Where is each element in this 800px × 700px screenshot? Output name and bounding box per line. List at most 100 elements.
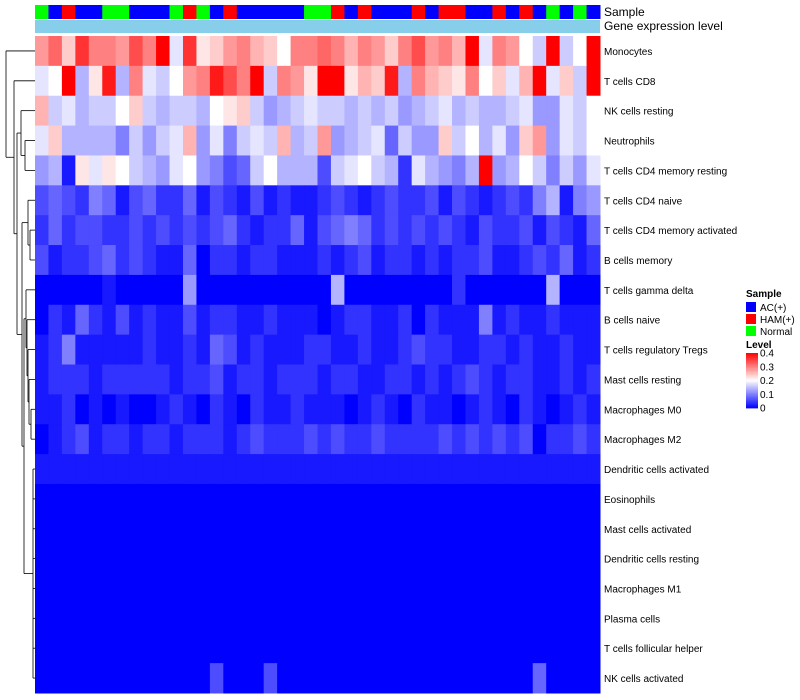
heatmap-cell <box>75 394 90 425</box>
heatmap-cell <box>196 543 211 575</box>
heatmap-cell <box>317 663 332 694</box>
heatmap-cell <box>478 424 493 455</box>
heatmap-cell <box>344 65 359 97</box>
sample-cell <box>384 5 399 19</box>
heatmap-cell <box>546 334 561 365</box>
heatmap-cell <box>75 663 90 694</box>
heatmap-cell <box>330 245 345 276</box>
heatmap-cell <box>75 543 90 575</box>
heatmap-cell <box>304 454 318 485</box>
heatmap-cell <box>573 663 588 694</box>
heatmap-cell <box>411 36 426 67</box>
heatmap-cell <box>169 245 184 276</box>
heatmap-cell <box>75 633 90 664</box>
heatmap-cell <box>196 304 211 336</box>
heatmap-cell <box>505 483 520 515</box>
heatmap-cell <box>263 454 278 485</box>
sample-cell <box>546 5 561 19</box>
heatmap-cell <box>519 65 534 97</box>
heatmap-cell <box>371 304 386 336</box>
heatmap-cell <box>35 663 49 694</box>
heatmap-cell <box>223 304 238 336</box>
heatmap-cell <box>344 95 359 127</box>
heatmap-cell <box>532 304 547 336</box>
heatmap-cell <box>532 95 547 127</box>
heatmap-cell <box>546 215 561 246</box>
heatmap-cell <box>75 603 90 634</box>
row-label: T cells CD4 naive <box>604 196 683 207</box>
legend-gradient-step <box>746 398 758 401</box>
heatmap-cell <box>465 573 480 604</box>
heatmap-cell <box>505 304 520 336</box>
heatmap-cell <box>384 274 399 306</box>
heatmap-cell <box>357 543 372 575</box>
heatmap-cell <box>236 483 251 515</box>
heatmap-cell <box>182 155 197 186</box>
heatmap-cell <box>156 573 171 604</box>
heatmap-cell <box>250 65 265 97</box>
heatmap-cell <box>532 633 547 664</box>
heatmap-cell <box>330 185 345 216</box>
heatmap-cell <box>492 334 507 365</box>
heatmap-cell <box>142 125 157 156</box>
heatmap-cell <box>492 304 507 336</box>
heatmap-cell <box>236 185 251 216</box>
sample-cell <box>304 5 318 19</box>
heatmap-cell <box>438 364 453 395</box>
heatmap-cell <box>519 364 534 395</box>
heatmap-cell <box>573 603 588 634</box>
heatmap-cell <box>75 95 90 127</box>
heatmap-cell <box>478 633 493 664</box>
sample-cell <box>425 5 440 19</box>
sample-track-label: Sample <box>604 5 645 19</box>
heatmap-cell <box>182 36 197 67</box>
heatmap-cell <box>88 424 103 455</box>
heatmap-cell <box>304 543 318 575</box>
heatmap-cell <box>61 543 76 575</box>
heatmap-cell <box>371 36 386 67</box>
legend-entry-label: HAM(+) <box>760 315 795 326</box>
heatmap-cell <box>505 364 520 395</box>
row-label: T cells gamma delta <box>604 286 694 297</box>
legend-sample-title: Sample <box>746 289 782 300</box>
heatmap-cell <box>263 543 278 575</box>
heatmap-cell <box>102 185 117 216</box>
heatmap-cell <box>129 483 144 515</box>
heatmap-cell <box>88 633 103 664</box>
sample-cell <box>169 5 184 19</box>
heatmap-cell <box>223 543 238 575</box>
heatmap-cell <box>88 364 103 395</box>
heatmap-cell <box>546 245 561 276</box>
heatmap-cell <box>411 483 426 515</box>
heatmap-cell <box>48 543 63 575</box>
heatmap-cell <box>156 155 171 186</box>
heatmap-cell <box>317 543 332 575</box>
heatmap-cell <box>250 245 265 276</box>
heatmap-cell <box>236 65 251 97</box>
heatmap-cell <box>573 274 588 306</box>
heatmap-cell <box>250 513 265 545</box>
heatmap-cell <box>142 454 157 485</box>
heatmap-cell <box>425 394 440 425</box>
heatmap-cell <box>236 603 251 634</box>
sample-cell <box>438 5 453 19</box>
heatmap-cell <box>263 215 278 246</box>
heatmap-cell <box>169 334 184 365</box>
heatmap-cell <box>398 364 413 395</box>
heatmap-cell <box>330 663 345 694</box>
heatmap-cell <box>425 36 440 67</box>
sample-cell <box>317 5 332 19</box>
heatmap-cell <box>61 603 76 634</box>
heatmap-cell <box>384 603 399 634</box>
heatmap-cell <box>115 573 130 604</box>
heatmap-cell <box>384 185 399 216</box>
heatmap-cell <box>559 633 574 664</box>
row-dendrogram <box>5 50 35 679</box>
heatmap-cell <box>209 125 224 156</box>
heatmap-cell <box>209 424 224 455</box>
heatmap-cell <box>519 603 534 634</box>
heatmap-cell <box>35 483 49 515</box>
heatmap-cell <box>304 95 318 127</box>
heatmap-cell <box>398 155 413 186</box>
heatmap-cell <box>196 454 211 485</box>
